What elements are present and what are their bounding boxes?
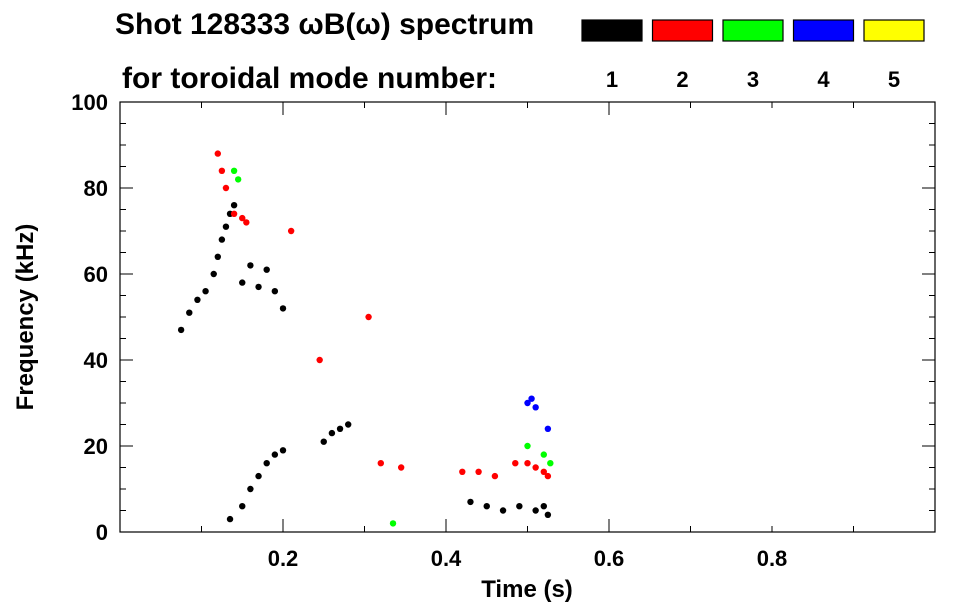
legend-swatch-mode-5 xyxy=(863,19,925,42)
data-point-mode-2 xyxy=(475,468,482,475)
data-point-mode-2 xyxy=(218,167,226,174)
legend-label-mode-5: 5 xyxy=(888,67,900,92)
data-point-mode-1 xyxy=(279,447,287,454)
data-point-mode-1 xyxy=(544,511,552,518)
data-point-mode-1 xyxy=(540,503,547,510)
data-point-mode-1 xyxy=(177,326,185,334)
data-point-mode-2 xyxy=(540,468,547,475)
data-point-mode-1 xyxy=(320,438,327,445)
data-point-mode-3 xyxy=(524,442,531,450)
legend-label-mode-2: 2 xyxy=(676,67,688,92)
data-point-mode-1 xyxy=(483,503,490,510)
legend-label-mode-3: 3 xyxy=(747,67,759,92)
data-point-mode-4 xyxy=(544,425,552,432)
y-tick-label: 40 xyxy=(84,348,108,373)
data-point-mode-1 xyxy=(263,266,270,273)
data-point-mode-2 xyxy=(377,460,384,467)
data-point-mode-3 xyxy=(540,451,547,458)
plot-frame xyxy=(119,101,936,533)
y-tick-labels: 0 20 40 60 80 100 xyxy=(71,90,108,545)
legend-swatch-mode-3 xyxy=(722,19,784,42)
chart-title-line2: for toroidal mode number: xyxy=(122,62,497,95)
y-tick-label: 20 xyxy=(84,434,108,459)
data-point-mode-1 xyxy=(226,515,234,523)
data-point-mode-1 xyxy=(247,262,254,269)
data-point-mode-1 xyxy=(271,451,279,458)
data-point-mode-2 xyxy=(239,214,246,222)
y-tick-label: 60 xyxy=(84,262,108,287)
data-point-mode-1 xyxy=(263,460,270,467)
legend-swatch-mode-1 xyxy=(581,19,643,42)
data-point-mode-2 xyxy=(532,464,539,471)
data-point-mode-1 xyxy=(255,283,262,291)
data-point-mode-1 xyxy=(499,507,507,514)
data-point-mode-1 xyxy=(214,253,221,260)
data-point-mode-1 xyxy=(239,279,246,286)
data-point-mode-1 xyxy=(336,425,344,432)
x-tick-labels: 0.2 0.4 0.6 0.8 xyxy=(268,546,788,571)
data-point-mode-1 xyxy=(467,498,474,506)
data-point-mode-2 xyxy=(544,472,552,480)
legend-swatch-mode-4 xyxy=(792,19,855,42)
data-point-mode-3 xyxy=(547,460,554,467)
data-point-mode-2 xyxy=(524,460,531,467)
data-point-mode-2 xyxy=(397,464,405,471)
data-point-mode-1 xyxy=(516,503,523,510)
data-point-mode-1 xyxy=(532,507,539,514)
data-point-mode-1 xyxy=(186,309,193,316)
x-tick-label: 0.8 xyxy=(757,546,788,571)
data-point-mode-1 xyxy=(210,270,217,278)
data-point-mode-1 xyxy=(345,421,352,428)
data-point-mode-1 xyxy=(247,485,254,493)
data-point-mode-2 xyxy=(287,227,295,235)
y-tick-label: 80 xyxy=(84,176,108,201)
y-tick-label: 100 xyxy=(71,90,108,115)
data-point-mode-4 xyxy=(532,404,539,411)
data-point-mode-2 xyxy=(491,472,499,480)
data-point-mode-2 xyxy=(222,184,230,192)
data-point-mode-2 xyxy=(365,313,372,321)
legend-swatch-mode-2 xyxy=(651,19,714,42)
data-point-mode-3 xyxy=(230,167,238,174)
data-point-mode-1 xyxy=(328,429,336,437)
data-point-mode-1 xyxy=(230,202,238,209)
data-point-mode-1 xyxy=(279,305,287,312)
series-mode-3 xyxy=(230,167,554,527)
data-point-mode-2 xyxy=(230,210,238,217)
data-point-mode-1 xyxy=(202,288,209,295)
data-point-mode-1 xyxy=(255,472,262,480)
mode-legend: 1 2 3 4 5 xyxy=(581,19,925,92)
x-tick-label: 0.4 xyxy=(431,546,462,571)
series-mode-4 xyxy=(524,395,552,432)
data-point-mode-1 xyxy=(218,236,226,243)
data-point-mode-4 xyxy=(524,399,531,407)
data-point-mode-1 xyxy=(239,503,246,510)
series-mode-2 xyxy=(214,150,552,480)
data-point-mode-1 xyxy=(194,296,201,303)
data-point-mode-2 xyxy=(214,150,221,157)
x-tick-label: 0.6 xyxy=(594,546,625,571)
data-point-mode-2 xyxy=(243,219,250,226)
data-point-mode-2 xyxy=(316,356,323,364)
chart-title-line1: Shot 128333 ωB(ω) spectrum xyxy=(115,8,534,41)
data-point-mode-4 xyxy=(528,395,535,402)
data-point-mode-3 xyxy=(389,520,397,527)
legend-label-mode-4: 4 xyxy=(817,67,830,92)
x-tick-label: 0.2 xyxy=(268,546,299,571)
data-point-mode-2 xyxy=(459,468,466,475)
data-point-mode-1 xyxy=(271,288,279,295)
x-axis-label: Time (s) xyxy=(481,576,573,603)
data-marks xyxy=(177,150,554,527)
y-axis-label: Frequency (kHz) xyxy=(12,224,39,411)
data-point-mode-3 xyxy=(234,176,242,183)
legend-label-mode-1: 1 xyxy=(606,67,618,92)
y-tick-label: 0 xyxy=(96,520,108,545)
data-point-mode-2 xyxy=(512,460,519,467)
data-point-mode-1 xyxy=(222,223,230,230)
axis-ticks xyxy=(120,101,936,533)
